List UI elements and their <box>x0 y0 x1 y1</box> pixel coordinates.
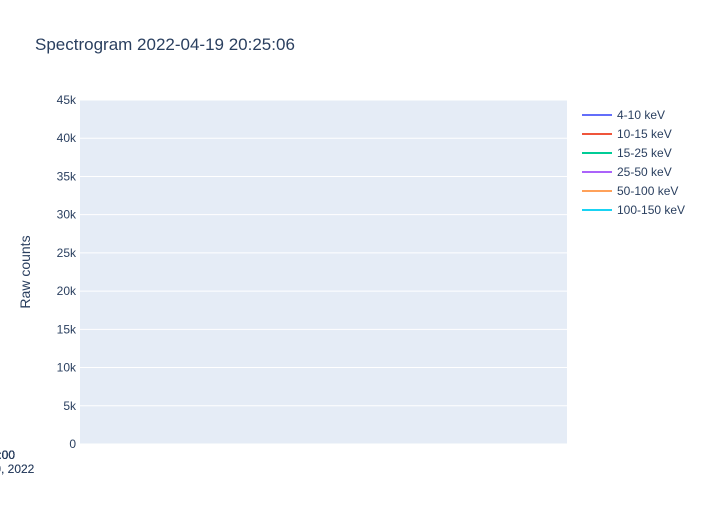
x-tick-date-label: Apr 20, 2022 <box>0 462 35 476</box>
legend-item[interactable]: 25-50 keV <box>582 165 672 179</box>
y-tick-label: 40k <box>57 131 77 145</box>
legend-item[interactable]: 15-25 keV <box>582 146 672 160</box>
legend-item[interactable]: 50-100 keV <box>582 184 678 198</box>
legend[interactable]: 4-10 keV 10-15 keV 15-25 keV 25-50 keV 50-10… <box>582 108 685 217</box>
y-tick-label: 45k <box>57 93 77 107</box>
legend-label: 100-150 keV <box>617 203 685 217</box>
y-tick-label: 15k <box>57 322 77 336</box>
y-tick-label: 20k <box>57 284 77 298</box>
legend-label: 15-25 keV <box>617 146 672 160</box>
plot-area <box>80 100 567 444</box>
y-axis-title: Raw counts <box>17 235 33 308</box>
y-tick-label: 0 <box>69 437 76 451</box>
legend-item[interactable]: 10-15 keV <box>582 127 672 141</box>
legend-label: 25-50 keV <box>617 165 672 179</box>
legend-label: 50-100 keV <box>617 184 678 198</box>
x-tick-label: 02:00 <box>0 448 15 462</box>
y-tick-label: 10k <box>57 361 77 375</box>
y-axis-ticks: 0 5k 10k 15k 20k 25k 30k 35k 40k 45k <box>57 93 77 451</box>
legend-item[interactable]: 4-10 keV <box>582 108 665 122</box>
y-tick-label: 25k <box>57 246 77 260</box>
y-tick-label: 30k <box>57 208 77 222</box>
legend-item[interactable]: 100-150 keV <box>582 203 685 217</box>
legend-label: 4-10 keV <box>617 108 665 122</box>
y-tick-label: 5k <box>63 399 77 413</box>
legend-label: 10-15 keV <box>617 127 672 141</box>
chart-title: Spectrogram 2022-04-19 20:25:06 <box>35 35 295 54</box>
y-tick-label: 35k <box>57 169 77 183</box>
